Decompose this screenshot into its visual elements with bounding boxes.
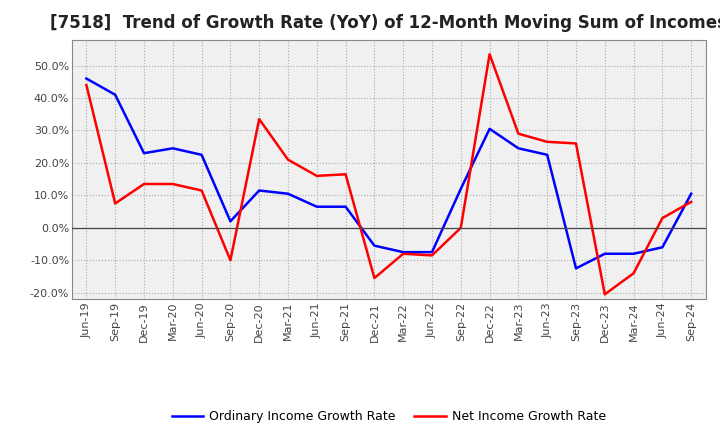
Ordinary Income Growth Rate: [399, 249, 408, 255]
Ordinary Income Growth Rate: [168, 146, 177, 151]
Ordinary Income Growth Rate: [687, 191, 696, 196]
Ordinary Income Growth Rate: [255, 188, 264, 193]
Legend: Ordinary Income Growth Rate, Net Income Growth Rate: Ordinary Income Growth Rate, Net Income …: [166, 405, 611, 428]
Net Income Growth Rate: [600, 292, 609, 297]
Ordinary Income Growth Rate: [485, 126, 494, 132]
Ordinary Income Growth Rate: [514, 146, 523, 151]
Line: Ordinary Income Growth Rate: Ordinary Income Growth Rate: [86, 78, 691, 268]
Net Income Growth Rate: [284, 157, 292, 162]
Net Income Growth Rate: [111, 201, 120, 206]
Net Income Growth Rate: [428, 253, 436, 258]
Ordinary Income Growth Rate: [111, 92, 120, 97]
Net Income Growth Rate: [572, 141, 580, 146]
Net Income Growth Rate: [341, 172, 350, 177]
Ordinary Income Growth Rate: [341, 204, 350, 209]
Net Income Growth Rate: [629, 271, 638, 276]
Ordinary Income Growth Rate: [312, 204, 321, 209]
Net Income Growth Rate: [255, 117, 264, 122]
Net Income Growth Rate: [168, 181, 177, 187]
Net Income Growth Rate: [456, 225, 465, 231]
Net Income Growth Rate: [226, 258, 235, 263]
Net Income Growth Rate: [197, 188, 206, 193]
Title: [7518]  Trend of Growth Rate (YoY) of 12-Month Moving Sum of Incomes: [7518] Trend of Growth Rate (YoY) of 12-…: [50, 15, 720, 33]
Ordinary Income Growth Rate: [658, 245, 667, 250]
Ordinary Income Growth Rate: [284, 191, 292, 196]
Net Income Growth Rate: [543, 139, 552, 144]
Ordinary Income Growth Rate: [572, 266, 580, 271]
Ordinary Income Growth Rate: [456, 186, 465, 191]
Ordinary Income Growth Rate: [226, 219, 235, 224]
Ordinary Income Growth Rate: [629, 251, 638, 257]
Net Income Growth Rate: [370, 275, 379, 281]
Net Income Growth Rate: [658, 216, 667, 221]
Net Income Growth Rate: [312, 173, 321, 179]
Net Income Growth Rate: [485, 51, 494, 57]
Net Income Growth Rate: [687, 199, 696, 205]
Ordinary Income Growth Rate: [428, 249, 436, 255]
Ordinary Income Growth Rate: [600, 251, 609, 257]
Ordinary Income Growth Rate: [543, 152, 552, 158]
Ordinary Income Growth Rate: [197, 152, 206, 158]
Net Income Growth Rate: [82, 82, 91, 88]
Ordinary Income Growth Rate: [370, 243, 379, 248]
Net Income Growth Rate: [399, 251, 408, 257]
Net Income Growth Rate: [514, 131, 523, 136]
Ordinary Income Growth Rate: [82, 76, 91, 81]
Net Income Growth Rate: [140, 181, 148, 187]
Line: Net Income Growth Rate: Net Income Growth Rate: [86, 54, 691, 294]
Ordinary Income Growth Rate: [140, 150, 148, 156]
